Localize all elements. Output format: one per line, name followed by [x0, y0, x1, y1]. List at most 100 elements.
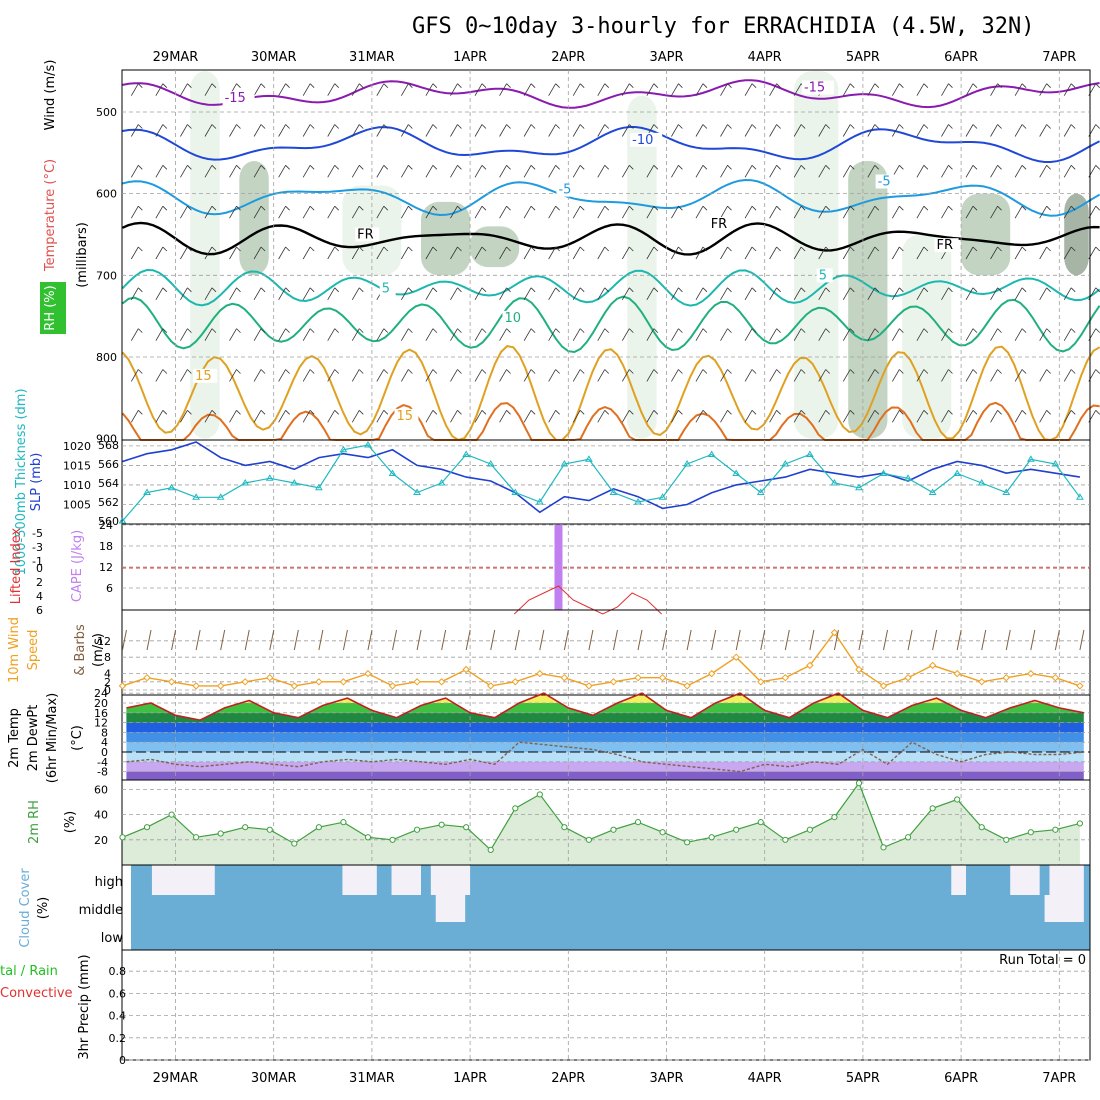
wind-barb [727, 205, 732, 211]
wind-barb [972, 165, 978, 170]
rh-tick: 40 [94, 809, 108, 822]
wind-label-2: Speed [26, 630, 41, 671]
wind-barb [506, 124, 511, 129]
wind-barb [474, 287, 483, 301]
precip-tick: 0 [119, 1054, 126, 1067]
wind-barb [278, 124, 286, 137]
wind-barb [825, 287, 830, 293]
wind-point [192, 682, 200, 690]
wind-barb [302, 328, 311, 341]
wind-barb [481, 246, 487, 252]
date-axis-bottom: 29MAR 30MAR 31MAR 1APR 2APR 3APR 4APR 5APR 6APR 7… [153, 1071, 1077, 1086]
slp-tick: 1005 [63, 498, 91, 511]
wind-barb [579, 410, 585, 415]
wind-barb [695, 246, 704, 260]
wind-barb [530, 165, 536, 170]
wind-barb [653, 287, 659, 293]
wind-point [413, 678, 421, 686]
thickness-point [707, 450, 716, 457]
wind-point [462, 665, 470, 674]
wind-barb [604, 410, 610, 415]
temp-tick: 20 [94, 697, 108, 710]
rh-point [610, 826, 617, 833]
thickness-point [1002, 488, 1011, 495]
wind-barb [555, 246, 560, 252]
wind-barb [1039, 124, 1048, 137]
temp-tick: 8 [101, 726, 108, 739]
contour-5 [121, 268, 1100, 307]
wind-barb [923, 369, 929, 374]
wind-barb [506, 165, 511, 170]
wind-barb [441, 629, 447, 651]
wind-barb [923, 246, 929, 252]
wind-barb [334, 328, 339, 333]
wind-barb [1054, 629, 1060, 651]
date-label-bottom: 4APR [748, 1071, 782, 1086]
date-label-top: 1APR [453, 50, 487, 65]
wind-barb [555, 287, 560, 293]
wind-barb [318, 629, 324, 651]
wind-barb [309, 328, 315, 333]
wind-barb [506, 205, 511, 211]
rh-point [659, 829, 666, 836]
wind-barb [751, 369, 757, 374]
wind-barb [180, 328, 188, 341]
wind-barb [744, 369, 753, 382]
temp-tick: 0 [101, 746, 108, 759]
wind-barb [278, 83, 286, 96]
wind-barb [892, 83, 900, 96]
wind-point [437, 678, 446, 686]
wind-barb [653, 246, 659, 252]
contour-10 [121, 295, 1100, 354]
wind-barb [548, 83, 557, 96]
wind-barb [204, 410, 213, 423]
wind-barb [892, 328, 900, 341]
wind-barb [530, 83, 536, 88]
thickness-point [855, 483, 863, 491]
wind-barb [793, 83, 802, 96]
wind-barb [555, 369, 560, 374]
rh-shading [470, 226, 520, 268]
wind-barb [818, 369, 827, 382]
wind-barb [211, 165, 217, 170]
wind-barb [457, 124, 462, 129]
wind-barb [130, 165, 139, 178]
wind-barb [376, 165, 385, 178]
wind-barb [187, 287, 192, 293]
date-label-top: 6APR [944, 50, 978, 65]
wind-barb [162, 369, 168, 374]
wind-barb [130, 205, 139, 219]
wind-barb [450, 165, 458, 178]
wind-barb [450, 124, 458, 137]
wind-barb [1046, 328, 1051, 333]
wind-barb [874, 83, 880, 88]
wind-barb [800, 165, 806, 170]
wind-barb [376, 83, 385, 96]
wind-barb [572, 369, 581, 382]
temp-label-1: 2m Temp [7, 708, 22, 768]
wind-barb [825, 369, 830, 374]
wind-barb [530, 287, 536, 293]
temp-tick: -4 [97, 756, 108, 769]
wind-barb [327, 410, 336, 423]
wind-barb [965, 287, 974, 301]
wind-barb [1039, 165, 1048, 178]
wind-barb [309, 165, 315, 170]
wind-barb [695, 205, 704, 219]
wind-barb [751, 328, 757, 333]
cloud-gap [342, 865, 377, 895]
wind-barb [744, 83, 753, 96]
wind-point [1076, 682, 1084, 690]
wind-barb [457, 369, 462, 374]
wind-barb [990, 287, 998, 301]
pressure-tick: 900 [96, 433, 117, 446]
wind-barb [425, 328, 434, 341]
wind-barb [309, 205, 315, 211]
wind-barb [695, 83, 704, 96]
wind-barb [776, 83, 781, 88]
wind-barb [334, 205, 339, 211]
wind-barb [997, 124, 1002, 129]
wind-barb [867, 124, 876, 137]
wind-barb [1063, 328, 1072, 341]
wind-barb [425, 83, 434, 96]
